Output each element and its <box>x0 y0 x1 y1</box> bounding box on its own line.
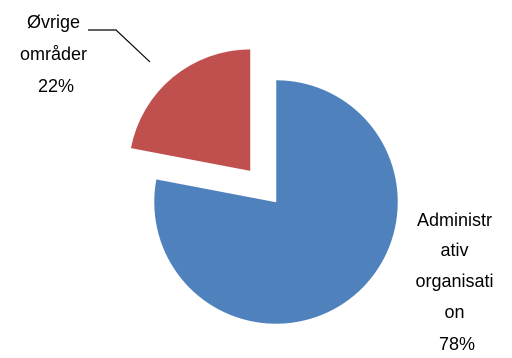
slice-label-administrativ: Administr ativ organisati on 78% <box>415 210 498 354</box>
slice-label-line: områder <box>20 44 87 64</box>
slice-label-line: Øvrige <box>27 12 80 32</box>
pie-slice-0 <box>153 79 399 325</box>
slice-value-label: 78% <box>439 334 475 354</box>
slice-label-line: organisati <box>415 271 493 291</box>
slice-label-line: on <box>444 302 464 322</box>
slice-value-label: 22% <box>38 76 74 96</box>
leader-line <box>88 29 151 63</box>
slice-label-line: Administr <box>417 210 492 230</box>
slice-label-ovrige: Øvrige områder 22% <box>20 12 92 96</box>
slices-group <box>130 48 399 325</box>
slice-label-line: ativ <box>440 240 468 260</box>
pie-slice-1 <box>130 48 251 172</box>
